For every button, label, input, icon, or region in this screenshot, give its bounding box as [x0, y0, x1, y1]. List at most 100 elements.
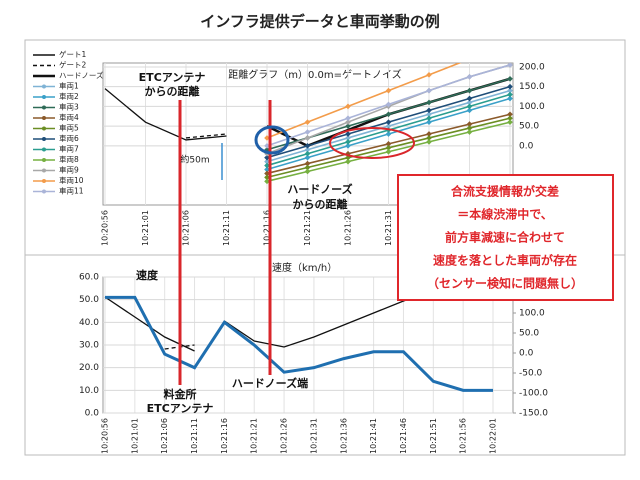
- annotation: ハードノーズ端: [232, 376, 308, 390]
- point-marker: [304, 146, 311, 153]
- callout-line: ＝本線渋滞中で、: [457, 207, 553, 222]
- y-tick-label: 0.0: [85, 409, 100, 419]
- point-marker: [304, 143, 311, 149]
- callout-box: [397, 174, 614, 301]
- legend-marker: [42, 84, 46, 89]
- point-marker: [345, 143, 351, 149]
- annotation: からの距離: [293, 197, 348, 211]
- point-marker: [345, 115, 351, 122]
- point-marker: [426, 99, 432, 106]
- point-marker: [466, 103, 473, 110]
- callout-line: （センサー検知に問題無し）: [427, 276, 583, 291]
- point-marker: [304, 119, 311, 125]
- point-marker: [467, 56, 473, 62]
- point-marker: [304, 164, 311, 171]
- point-marker: [507, 111, 513, 118]
- point-marker: [426, 72, 432, 78]
- point-marker: [264, 178, 270, 185]
- point-marker: [385, 87, 392, 94]
- x-tick-label: 10:21:31: [384, 210, 393, 246]
- legend-label: 車両11: [59, 186, 84, 196]
- point-marker: [385, 101, 392, 108]
- y-tick-label: 20.0: [79, 363, 99, 373]
- point-marker: [345, 131, 351, 137]
- annotation: ハードノーズ: [287, 182, 352, 196]
- point-marker: [466, 129, 473, 135]
- legend-label: 車両9: [59, 165, 79, 175]
- point-marker: [304, 135, 311, 141]
- x-tick-label: 10:21:36: [339, 418, 348, 454]
- legend-label: ハードノーズ: [59, 70, 104, 80]
- annotation: 料金所: [164, 387, 197, 401]
- y2-tick-label: 0.0: [519, 349, 534, 359]
- x-tick-label: 10:21:16: [263, 210, 272, 246]
- y2-tick-label: 200.0: [519, 62, 545, 72]
- legend-label: 車両6: [59, 133, 79, 143]
- point-marker: [264, 158, 270, 165]
- point-marker: [507, 91, 513, 98]
- y2-tick-label: 50.0: [519, 329, 539, 339]
- x-tick-label: 10:21:01: [130, 418, 139, 454]
- series-line: [224, 290, 434, 348]
- point-marker: [426, 119, 432, 125]
- point-marker: [426, 111, 432, 118]
- y2-tick-label: -50.0: [519, 369, 543, 379]
- page-title: インフラ提供データと車両挙動の例: [200, 13, 440, 31]
- point-marker: [264, 154, 270, 161]
- callout-line: 前方車減速に合わせて: [445, 230, 565, 245]
- y2-tick-label: 0.0: [519, 141, 534, 151]
- point-marker: [466, 95, 473, 102]
- y2-tick-label: -150.0: [519, 409, 548, 419]
- legend-marker: [42, 105, 46, 110]
- x-tick-label: 10:21:06: [182, 210, 191, 246]
- x-tick-label: 10:21:11: [190, 418, 199, 454]
- y2-tick-label: 150.0: [519, 82, 545, 92]
- y-tick-label: 10.0: [79, 386, 99, 396]
- x-tick-label: 10:21:16: [220, 418, 229, 454]
- point-marker: [466, 99, 473, 106]
- callout-line: 速度を落とした車両が存在: [433, 253, 577, 268]
- point-marker: [466, 121, 473, 127]
- legend-marker: [42, 168, 46, 173]
- y2-tick-label: 100.0: [519, 102, 545, 112]
- annotation: からの距離: [145, 84, 200, 98]
- legend-marker: [42, 179, 46, 183]
- x-tick-label: 10:21:21: [303, 210, 312, 246]
- point-marker: [426, 135, 432, 141]
- point-marker: [264, 166, 270, 173]
- legend-label: 車両2: [59, 91, 79, 101]
- point-marker: [426, 139, 432, 145]
- point-marker: [385, 123, 392, 129]
- legend-label: 車両1: [59, 81, 79, 91]
- y-tick-label: 30.0: [79, 341, 99, 351]
- point-marker: [385, 131, 392, 137]
- point-marker: [304, 160, 311, 167]
- point-marker: [264, 174, 270, 181]
- point-marker: [345, 103, 351, 110]
- point-marker: [426, 107, 432, 114]
- point-marker: [466, 107, 473, 114]
- x-tick-label: 10:20:56: [101, 210, 110, 246]
- point-marker: [466, 87, 473, 94]
- x-tick-label: 10:21:06: [160, 418, 169, 454]
- highlight-ellipse: [329, 127, 415, 159]
- point-marker: [345, 123, 351, 129]
- point-marker: [507, 115, 513, 122]
- point-marker: [385, 141, 392, 147]
- series-line: [104, 88, 227, 141]
- point-marker: [507, 87, 513, 94]
- legend-marker: [42, 147, 46, 152]
- x-tick-label: 10:21:26: [280, 418, 289, 454]
- annotation: 速度: [136, 268, 159, 282]
- point-marker: [304, 168, 311, 175]
- point-marker: [507, 40, 513, 46]
- x-tick-label: 10:21:21: [250, 418, 259, 454]
- y-tick-label: 50.0: [79, 295, 99, 305]
- x-tick-label: 10:21:31: [309, 418, 318, 454]
- point-marker: [264, 162, 270, 169]
- legend-label: 車両5: [59, 123, 79, 133]
- point-marker: [304, 150, 311, 157]
- point-marker: [345, 139, 351, 145]
- y2-tick-label: 100.0: [519, 309, 545, 319]
